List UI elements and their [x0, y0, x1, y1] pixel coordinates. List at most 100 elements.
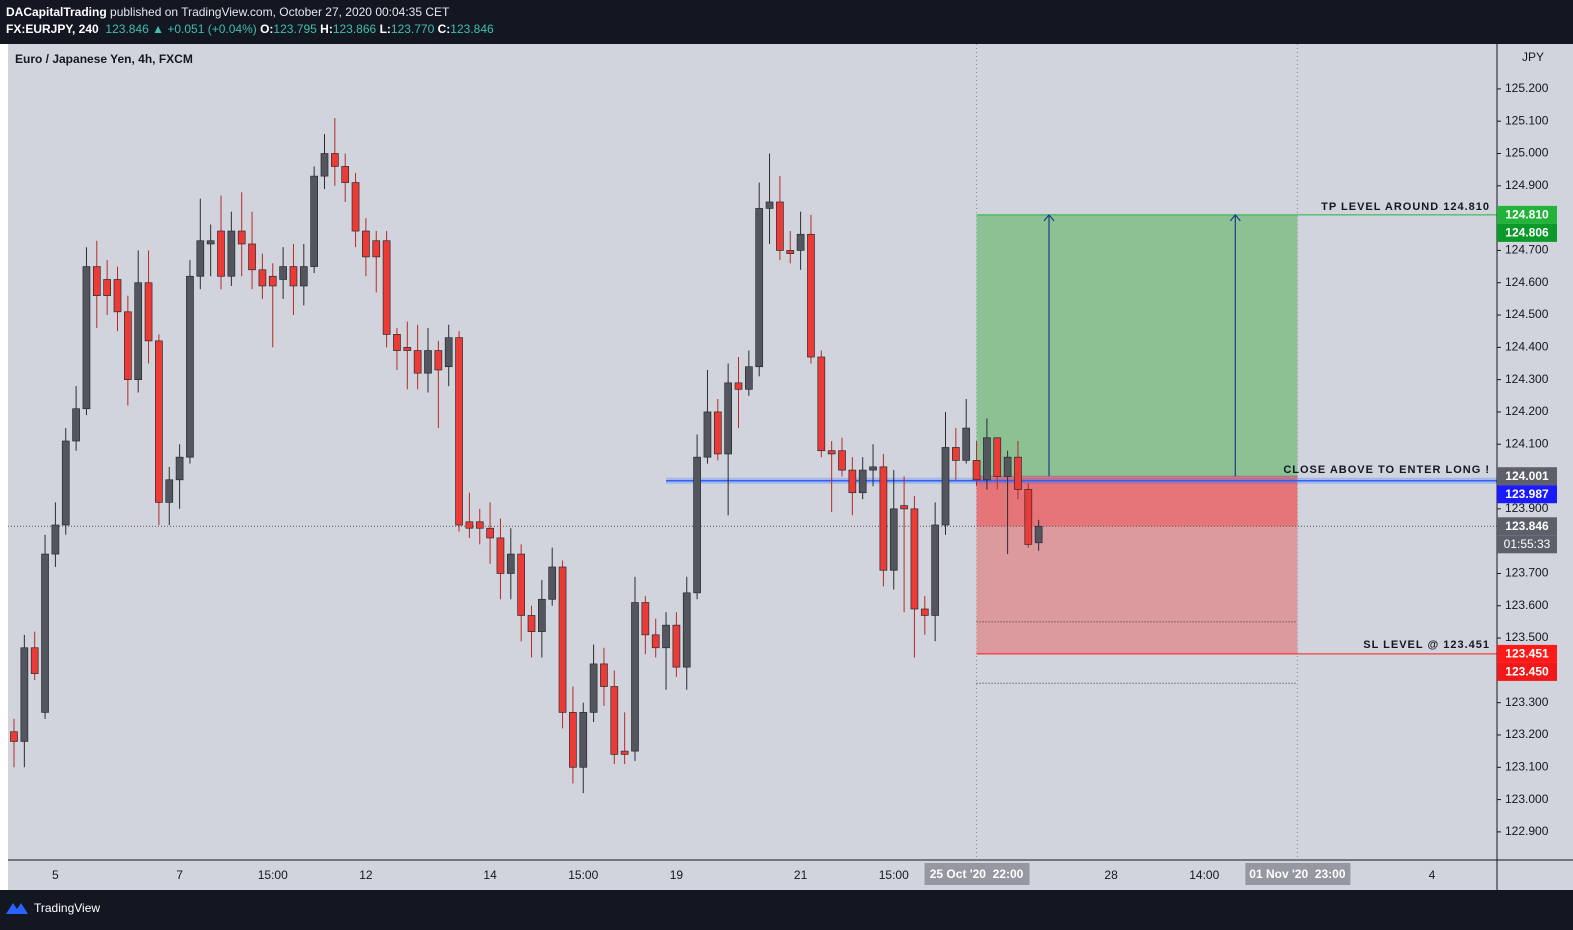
candle-body [320, 153, 329, 177]
price-tag-label: 123.450 [1505, 665, 1549, 679]
price-tag [1497, 223, 1557, 242]
y-tick-label: 125.000 [1505, 146, 1549, 160]
currency: JPY [1522, 50, 1544, 64]
y-tick-label: 124.100 [1505, 436, 1549, 450]
candle-body [362, 230, 370, 258]
candle-body [103, 279, 112, 296]
candle-body [962, 427, 971, 461]
candle-body [82, 266, 91, 410]
candle-body [455, 337, 463, 526]
candle-body [693, 456, 701, 594]
brand[interactable]: TradingView [34, 901, 100, 915]
candle-body [755, 208, 764, 368]
candle-body [175, 456, 184, 481]
candle-body [672, 624, 681, 668]
footer-bg [0, 890, 1573, 930]
candle-body [1034, 525, 1043, 544]
x-tick-label: 15:00 [568, 868, 598, 882]
x-tick-label: 15:00 [879, 868, 909, 882]
x-tick-label: 5 [52, 868, 59, 882]
price-tag-label: 123.451 [1505, 647, 1549, 661]
candle-body [206, 240, 215, 245]
candle-body [641, 602, 650, 636]
candle-body [920, 608, 929, 616]
candle-body [465, 521, 474, 529]
profit-zone [976, 214, 1298, 477]
candle-body [372, 240, 381, 258]
y-tick-label: 124.900 [1505, 178, 1549, 192]
y-tick-label: 124.200 [1505, 404, 1549, 418]
candle-body [631, 602, 639, 752]
countdown-bg [1497, 535, 1557, 554]
candle-body [951, 447, 960, 461]
x-tick-label: 28 [1104, 868, 1118, 882]
y-tick-label: 123.500 [1505, 630, 1549, 644]
candle-body [724, 382, 733, 455]
candle-body [786, 250, 795, 255]
ohlc-value: 123.795 [273, 22, 317, 36]
candle-body [237, 230, 246, 245]
candle-body [196, 240, 205, 277]
ohlc-value: 123.846 [450, 22, 494, 36]
candle-body [651, 634, 660, 649]
price-tag [1497, 517, 1557, 536]
candle-body [900, 505, 908, 510]
price-tag [1497, 467, 1557, 486]
last-price: 123.846 [105, 22, 149, 36]
ohlc-label: H: [320, 22, 333, 36]
candle-body [413, 350, 422, 374]
x-tick-label: 7 [176, 868, 183, 882]
price-tag-label: 123.987 [1505, 487, 1549, 501]
price-tag [1497, 205, 1557, 224]
candle-body [123, 311, 132, 380]
candle-body [30, 647, 39, 674]
candle-body [289, 266, 298, 287]
candle-body [393, 334, 401, 351]
time-marker [1245, 863, 1351, 885]
candle-body [941, 447, 950, 526]
candle-body [910, 508, 919, 610]
ohlc-value: 123.770 [390, 22, 435, 36]
candle-body [600, 663, 608, 687]
symbol: FX:EURJPY, 240 [6, 22, 99, 36]
ohlc-value: 123.866 [332, 22, 377, 36]
time-marker-label: 01 Nov '20 23:00 [1249, 867, 1346, 881]
candle-body [51, 524, 60, 555]
y-tick-label: 124.600 [1505, 275, 1549, 289]
candle-body [983, 437, 991, 481]
candle-body [424, 350, 432, 374]
symbol-line: FX:EURJPY, 240 123.846 ▲ +0.051 (+0.04%)… [6, 22, 494, 36]
candle-body [444, 337, 453, 368]
x-tick-label: 14 [483, 868, 497, 882]
price-tag-label: 123.846 [1505, 519, 1549, 533]
x-tick-label: 12 [359, 868, 373, 882]
candle-body [776, 201, 784, 251]
candle-body [155, 340, 163, 503]
countdown: 01:55:33 [1504, 537, 1551, 551]
candle-body [61, 440, 70, 526]
candle-body [993, 437, 1002, 477]
candle-body [496, 537, 505, 574]
candle-body [765, 201, 774, 209]
y-tick-label: 123.900 [1505, 501, 1549, 515]
time-marker-label: 25 Oct '20 22:00 [930, 867, 1024, 881]
candle-body [713, 411, 722, 455]
plot-bg [8, 44, 1573, 890]
candle-body [279, 266, 287, 280]
annotation: SL LEVEL @ 123.451 [1363, 639, 1490, 651]
candle-body [858, 469, 867, 494]
y-tick-label: 124.700 [1505, 243, 1549, 257]
arrow-head [1229, 213, 1241, 222]
candle-body [72, 408, 80, 442]
candle-body [486, 527, 494, 539]
ohlc-label: C: [437, 22, 451, 36]
candle-body [620, 750, 629, 755]
candle-body [569, 712, 577, 768]
candle-body [165, 479, 174, 503]
y-tick-label: 123.200 [1505, 727, 1549, 741]
candle-body [217, 230, 225, 277]
candle-body [744, 366, 753, 390]
candle-body [506, 553, 515, 574]
author[interactable]: DACapitalTrading [6, 5, 107, 19]
